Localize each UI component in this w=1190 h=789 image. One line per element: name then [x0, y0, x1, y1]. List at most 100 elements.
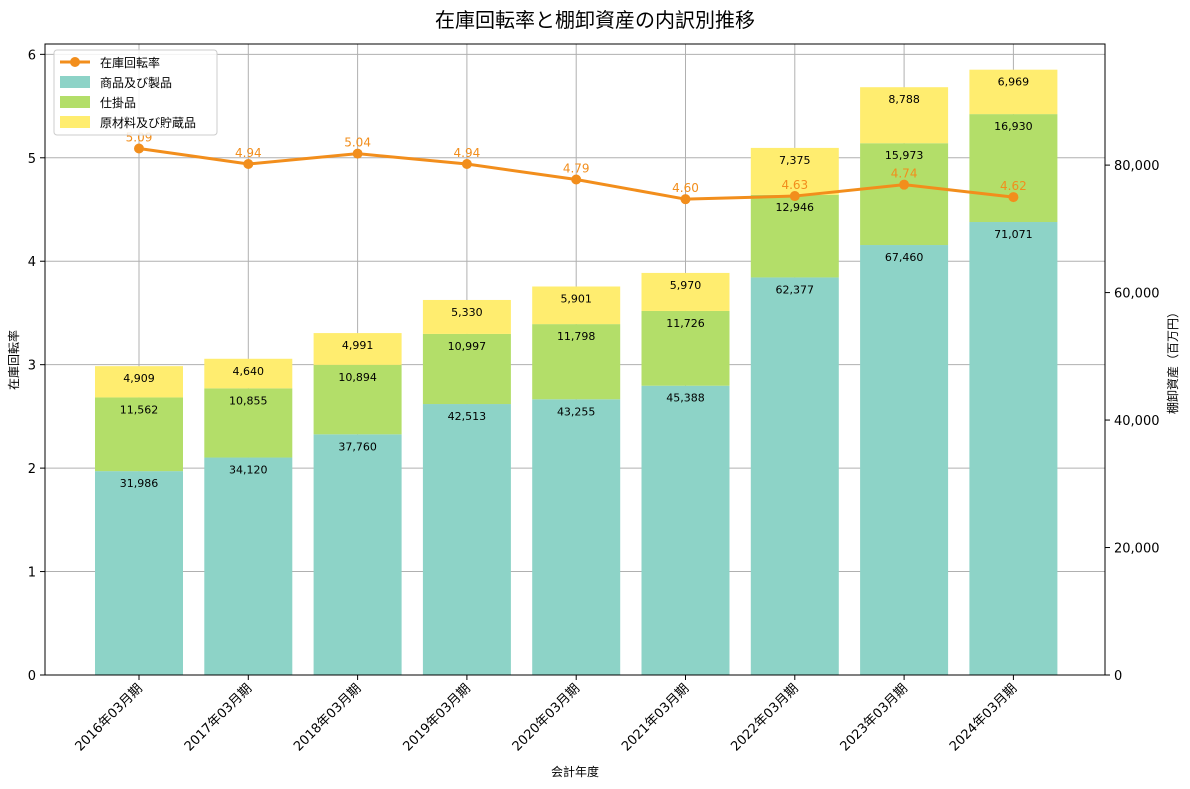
legend-label: 仕掛品 [100, 95, 136, 110]
bar-value-label: 43,255 [557, 405, 596, 418]
rate-value-label: 4.94 [235, 146, 262, 160]
bar-segment-1 [641, 310, 730, 386]
right-tick-label: 40,000 [1114, 414, 1160, 429]
bar-segment-0 [422, 404, 511, 675]
left-axis-label: 在庫回転率 [6, 330, 21, 390]
rate-point [571, 174, 582, 185]
bar-segment-0 [860, 245, 949, 675]
bar-segment-2 [532, 286, 621, 325]
x-axis-label: 会計年度 [551, 764, 599, 779]
bar-segment-2 [204, 358, 293, 389]
rate-value-label: 4.63 [781, 178, 808, 192]
legend-label: 商品及び製品 [100, 75, 172, 90]
right-tick-label: 20,000 [1114, 542, 1160, 557]
legend-swatch [60, 116, 90, 128]
data-labels: 31,986 11,562 4,909 34,120 10,855 4,640 37,760… [120, 76, 1033, 490]
rate-value-label: 4.94 [454, 146, 481, 160]
bar-value-label: 71,071 [994, 228, 1033, 241]
left-tick-label: 3 [28, 359, 36, 374]
bar-value-label: 37,760 [338, 440, 377, 453]
x-tick-label: 2019年03月期 [400, 681, 473, 754]
legend-label: 原材料及び貯蔵品 [100, 116, 196, 130]
chart-title: 在庫回転率と棚卸資産の内訳別推移 [435, 8, 755, 32]
bar-value-label: 7,375 [779, 154, 811, 167]
rate-point [134, 143, 144, 154]
bar-value-label: 62,377 [776, 283, 815, 296]
right-tick-label: 60,000 [1114, 287, 1160, 302]
rate-point [899, 179, 910, 190]
rate-value-label: 5.04 [344, 136, 371, 150]
bar-segment-1 [969, 114, 1058, 223]
bar-value-label: 11,562 [120, 403, 159, 416]
bar-segment-0 [969, 222, 1058, 675]
bar-segment-2 [313, 333, 402, 365]
bar-segment-1 [422, 333, 511, 405]
bar-value-label: 11,726 [666, 317, 705, 330]
rate-point [789, 191, 800, 202]
left-tick-label: 1 [28, 566, 36, 581]
bar-value-label: 42,513 [448, 410, 487, 423]
bar-value-label: 4,909 [123, 372, 155, 385]
left-tick-label: 2 [28, 462, 36, 477]
bar-value-label: 4,640 [233, 365, 265, 378]
bar-segment-2 [641, 272, 730, 311]
bar-value-label: 5,970 [670, 279, 702, 292]
left-tick-label: 0 [28, 669, 36, 684]
bar-segment-0 [532, 399, 621, 675]
rate-value-label: 4.62 [1000, 179, 1027, 193]
bar-value-label: 12,946 [776, 201, 815, 214]
rate-point [243, 158, 254, 169]
rate-line [134, 143, 1019, 205]
x-tick-label: 2016年03月期 [73, 681, 146, 754]
bar-value-label: 15,973 [885, 149, 924, 162]
left-tick-label: 5 [28, 152, 36, 167]
legend-marker [70, 57, 80, 67]
rate-point [461, 158, 472, 169]
left-tick-label: 6 [28, 48, 36, 63]
bar-segment-2 [422, 299, 511, 334]
bar-segment-0 [313, 434, 402, 675]
bar-segment-0 [641, 385, 730, 675]
bar-segment-0 [750, 277, 839, 675]
bar-value-label: 4,991 [342, 339, 374, 352]
x-tick-label: 2023年03月期 [838, 681, 911, 754]
legend-box [53, 49, 218, 136]
bar-segment-0 [95, 471, 183, 675]
x-tick-label: 2017年03月期 [182, 681, 255, 754]
x-tick-label: 2021年03月期 [619, 681, 692, 754]
bar-segment-0 [204, 457, 293, 675]
rate-point [352, 148, 363, 159]
right-tick-label: 0 [1114, 669, 1122, 684]
bar-value-label: 34,120 [229, 464, 268, 477]
x-tick-label: 2024年03月期 [947, 681, 1020, 754]
bar-segment-2 [95, 366, 183, 398]
bar-value-label: 45,388 [666, 392, 705, 405]
bar-value-label: 8,788 [888, 93, 920, 106]
bar-value-label: 5,901 [560, 292, 592, 305]
x-tick-label: 2018年03月期 [291, 681, 364, 754]
bar-value-label: 10,997 [448, 340, 487, 353]
left-tick-label: 4 [28, 255, 36, 270]
right-tick-label: 80,000 [1114, 159, 1160, 174]
legend-swatch [60, 76, 90, 88]
bar-segment-1 [204, 388, 293, 458]
bar-segment-2 [860, 87, 949, 144]
bar-value-label: 10,855 [229, 394, 268, 407]
bar-value-label: 16,930 [994, 120, 1033, 133]
bar-value-label: 10,894 [338, 371, 377, 384]
bar-segment-1 [313, 364, 402, 435]
x-tick-label: 2020年03月期 [510, 681, 583, 754]
rate-value-label: 4.74 [891, 167, 918, 181]
bar-value-label: 6,969 [998, 76, 1030, 89]
bar-segment-1 [95, 397, 183, 472]
rate-value-label: 4.79 [563, 162, 590, 176]
bar-segment-1 [860, 143, 949, 246]
rate-value-label: 4.60 [672, 181, 699, 195]
bar-segment-1 [750, 194, 839, 278]
bar-value-label: 67,460 [885, 251, 924, 264]
legend-label: 在庫回転率 [100, 55, 160, 70]
plot-frame [44, 43, 1106, 676]
legend-swatch [60, 96, 90, 108]
